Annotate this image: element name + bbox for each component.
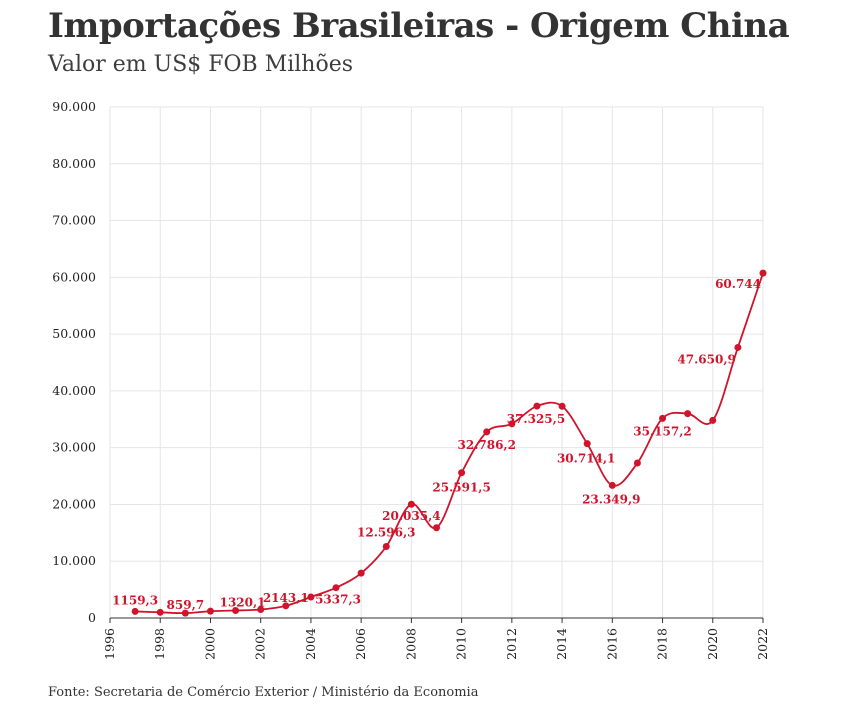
y-tick-label: 60.000 — [52, 269, 96, 284]
data-label: 859,7 — [167, 598, 205, 612]
data-point — [332, 584, 340, 592]
data-point — [382, 542, 390, 550]
x-tick-label: 2022 — [755, 628, 770, 660]
x-tick-label: 2008 — [403, 628, 418, 660]
data-point — [709, 416, 717, 424]
x-tick-label: 2000 — [202, 628, 217, 660]
chart-title: Importações Brasileiras - Origem China — [48, 6, 790, 46]
x-tick-label: 2012 — [504, 628, 519, 660]
series-line-group — [135, 272, 764, 615]
data-point — [659, 414, 667, 422]
x-tick-label: 2006 — [353, 628, 368, 660]
data-label: 20.035,4 — [382, 509, 440, 523]
data-point — [684, 410, 692, 418]
data-points — [131, 269, 767, 617]
data-label: 1320,1 — [220, 596, 266, 610]
data-point — [433, 524, 440, 532]
y-tick-label: 80.000 — [52, 156, 96, 171]
y-tick-label: 10.000 — [52, 553, 96, 568]
data-point — [257, 605, 265, 613]
data-point — [206, 607, 214, 615]
data-label: 30.714,1 — [557, 452, 615, 466]
data-point — [483, 428, 491, 436]
series-line — [135, 272, 764, 615]
data-label: 5337,3 — [315, 593, 361, 607]
x-tick-label: 2016 — [604, 628, 619, 660]
data-label: 23.349,9 — [582, 492, 640, 506]
data-point — [232, 607, 240, 615]
data-point — [407, 500, 415, 508]
data-label: 35.157,2 — [633, 424, 691, 438]
data-point — [583, 440, 591, 448]
grid — [109, 106, 764, 619]
x-tick-label: 2004 — [303, 628, 318, 660]
data-point — [307, 593, 315, 601]
x-axis: 1996 1998 2000 2002 2004 2006 2008 2010 2012 2014… — [102, 617, 770, 660]
data-point — [131, 607, 139, 615]
data-label: 47.650,9 — [677, 352, 735, 366]
y-tick-label: 70.000 — [52, 213, 96, 228]
data-point — [633, 459, 641, 467]
y-tick-label: 20.000 — [52, 496, 96, 511]
x-tick-label: 2014 — [554, 628, 569, 660]
data-point — [734, 343, 742, 351]
x-tick-label: 2020 — [705, 628, 720, 660]
data-point — [181, 609, 189, 617]
x-tick-label: 2018 — [655, 628, 670, 660]
data-point — [357, 569, 365, 577]
data-point — [458, 469, 466, 477]
x-tick-label: 1998 — [152, 628, 167, 660]
data-point — [533, 402, 541, 410]
data-label: 60.744 — [715, 277, 761, 291]
data-point — [608, 481, 616, 489]
data-point — [156, 608, 164, 616]
y-tick-label: 50.000 — [52, 326, 96, 341]
x-tick-label: 2010 — [454, 628, 469, 660]
data-point — [282, 602, 290, 610]
y-axis: 0 10.000 20.000 30.000 40.000 50.000 60.000 70.… — [52, 99, 96, 625]
data-label: 1159,3 — [112, 593, 158, 607]
data-label: 32.786,2 — [458, 438, 516, 452]
x-tick-label: 2002 — [253, 628, 268, 660]
chart-subtitle: Valor em US$ FOB Milhões — [48, 52, 354, 77]
x-tick-label: 1996 — [102, 628, 117, 660]
data-label: 12.596,3 — [357, 525, 415, 539]
source-note: Fonte: Secretaria de Comércio Exterior /… — [48, 685, 479, 700]
y-tick-label: 40.000 — [52, 383, 96, 398]
y-tick-label: 0 — [88, 610, 96, 625]
data-point — [508, 420, 516, 428]
data-label: 2143,1 — [263, 591, 309, 605]
y-tick-label: 30.000 — [52, 440, 96, 455]
data-label: 37.325,5 — [507, 412, 565, 426]
data-point — [558, 402, 566, 410]
data-label: 25.591,5 — [432, 481, 490, 495]
y-tick-label: 90.000 — [52, 99, 96, 114]
data-point — [759, 269, 767, 277]
